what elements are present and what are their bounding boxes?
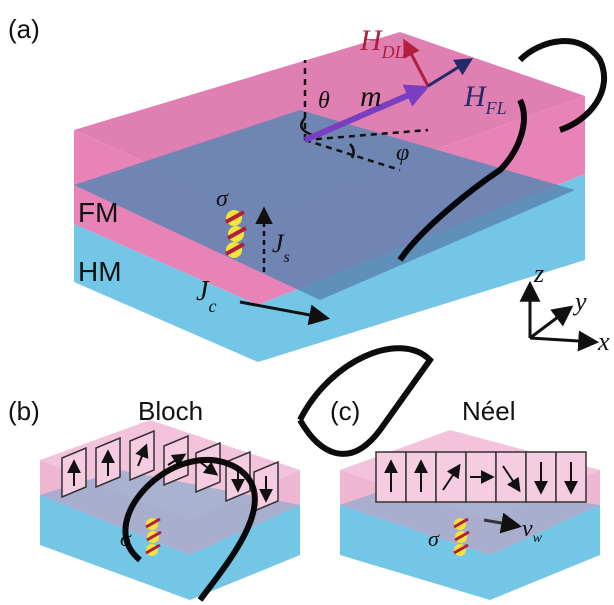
vw-label: vw: [522, 516, 543, 546]
phi-label: φ: [396, 140, 409, 166]
jc-symbol: J: [196, 276, 210, 307]
x-axis: [529, 330, 600, 352]
h-dl-symbol: H: [359, 24, 384, 57]
b-overlap: [40, 470, 300, 555]
vw-symbol: v: [522, 516, 533, 542]
h-dl-label: HDL: [359, 24, 405, 62]
y-axis-label: y: [572, 287, 587, 316]
sigma-label-c: σ: [428, 526, 440, 551]
js-label: Js: [272, 229, 290, 266]
panel-a: (a) FM HM HDL HFL m θ φ: [8, 14, 610, 362]
domain-arrow: [167, 453, 187, 467]
watermark: [122, 38, 608, 602]
phi-arc: [349, 143, 355, 159]
h-fl-arrow: [427, 58, 474, 88]
z-axis-label: z: [533, 259, 544, 288]
panel-c-tag: (c): [330, 396, 360, 426]
panel-c-title: Néel: [462, 396, 515, 426]
vw-subscript: w: [533, 531, 543, 546]
y-axis: [529, 305, 574, 340]
panel-a-tag: (a): [8, 14, 40, 44]
theta-label: θ: [318, 88, 330, 114]
b-hm-side: [40, 495, 300, 600]
x-axis-label: x: [597, 327, 610, 356]
spin-stack-a: [225, 210, 247, 258]
spin-arrow-icon: [145, 517, 162, 555]
h-fl-subscript: FL: [485, 98, 507, 118]
h-dl-arrow: [403, 38, 430, 87]
m-vector: [303, 84, 430, 143]
fm-label: FM: [78, 197, 118, 228]
hm-right-side: [258, 174, 585, 362]
jc-arrow: [239, 300, 331, 326]
neel-wall-domains: [375, 451, 587, 503]
hm-front-side: [74, 224, 258, 362]
spin-arrow-icon: [453, 517, 470, 555]
interface-overlap: [74, 110, 575, 300]
spin-stack-b: [145, 517, 162, 556]
spin-stack-c: [453, 517, 470, 556]
h-dl-subscript: DL: [381, 42, 405, 62]
phi-reference-dashed: [304, 128, 429, 142]
domain-arrow: [442, 463, 461, 491]
domain-arrow: [135, 443, 149, 467]
domain-arrow: [199, 461, 219, 476]
h-fl-label: HFL: [463, 80, 507, 118]
js-subscript: s: [284, 249, 290, 266]
vw-arrow: [483, 512, 523, 534]
h-fl-symbol: H: [463, 80, 488, 113]
js-symbol: J: [272, 229, 285, 258]
axes-icon: [519, 280, 600, 352]
jc-subscript: c: [208, 296, 216, 316]
panel-b-tag: (b): [8, 396, 40, 426]
sigma-label-a: σ: [216, 186, 229, 212]
panel-c: (c) Néel σ v: [330, 396, 600, 600]
hm-label: HM: [78, 256, 122, 287]
spin-arrow-icon: [225, 210, 247, 256]
c-hm-side: [340, 505, 600, 600]
domain-arrow: [502, 465, 521, 493]
jc-label: Jc: [196, 276, 216, 316]
m-label: m: [360, 80, 382, 113]
bloch-wall-domains: [61, 429, 279, 513]
